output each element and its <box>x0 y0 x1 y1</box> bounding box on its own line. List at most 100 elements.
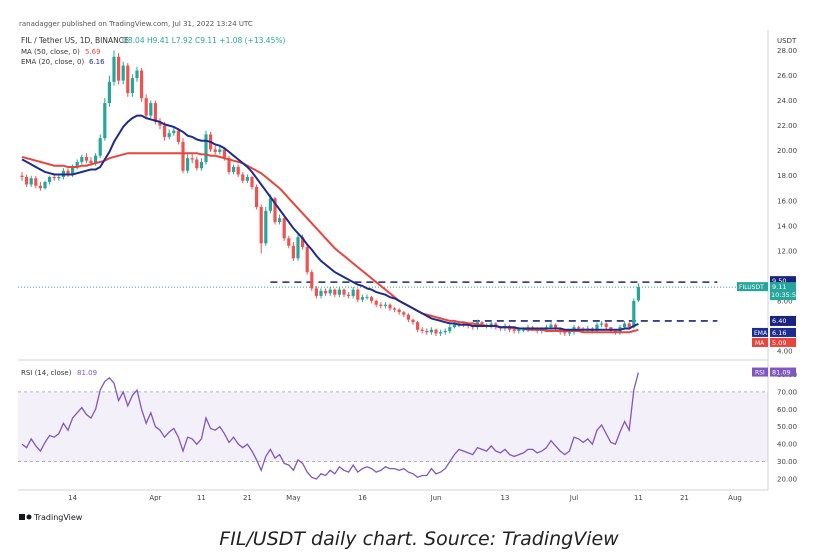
candle-body <box>425 330 429 333</box>
candle-body <box>480 322 484 325</box>
candle-body <box>117 56 121 81</box>
candle-body <box>351 289 355 296</box>
published-line: ranadagger published on TradingView.com,… <box>19 20 253 28</box>
candle-body <box>439 332 443 334</box>
price-tick-10: 4.00 <box>777 347 793 355</box>
price-tick-6: 16.00 <box>777 197 797 205</box>
currency-label: USDT <box>777 37 797 45</box>
candle-body <box>172 130 176 134</box>
candle-body <box>512 329 516 331</box>
candle-body <box>140 70 144 99</box>
candle-body <box>98 138 102 156</box>
ma50-line <box>21 152 639 334</box>
candle-body <box>84 156 88 161</box>
price-tick-5: 18.00 <box>777 172 797 180</box>
candle-body <box>66 170 70 175</box>
candle-body <box>158 121 162 126</box>
candle-body <box>324 290 328 294</box>
price-tick-4: 20.00 <box>777 147 797 155</box>
x-tick-5: 16 <box>358 494 367 502</box>
candle-body <box>388 304 392 309</box>
badge-ma-tag-box <box>752 337 768 347</box>
candle-body <box>222 149 226 159</box>
candle-body <box>296 237 300 259</box>
rsi-tick-2: 60.00 <box>777 406 797 414</box>
badge-price-text-0: 9.11 <box>772 283 786 291</box>
candle-body <box>107 81 111 104</box>
candle-body <box>273 198 277 223</box>
candle-body <box>370 297 374 301</box>
x-tick-10: 21 <box>680 494 689 502</box>
tradingview-logo-dot <box>26 514 32 520</box>
x-tick-3: 21 <box>243 494 252 502</box>
badge-price-text-1: 10:35:54 <box>771 291 800 299</box>
rsi-band <box>18 391 768 462</box>
badge-rsi-tag-box <box>752 367 768 377</box>
candle-body <box>365 297 369 299</box>
candle-body <box>57 176 61 179</box>
x-tick-2: 11 <box>197 494 206 502</box>
ma-legend-label: MA (50, close, 0) <box>21 48 80 56</box>
candle-body <box>163 125 167 137</box>
candle-body <box>204 134 208 162</box>
candle-body <box>144 98 148 116</box>
price-tick-9: 8.00 <box>777 297 793 305</box>
candle-body <box>199 161 203 169</box>
price-tick-0: 28.00 <box>777 47 797 55</box>
candle-body <box>20 175 24 177</box>
candle-body <box>595 324 599 331</box>
candle-body <box>420 329 424 331</box>
tradingview-logo-icon <box>19 514 25 520</box>
candle-body <box>264 210 268 244</box>
candle-body <box>250 176 254 187</box>
candle-body <box>181 141 185 171</box>
candle-body <box>319 290 323 296</box>
candle-body <box>282 218 286 239</box>
candle-body <box>130 78 134 94</box>
candle-body <box>255 186 259 208</box>
badge-ma-tag-text: MA <box>755 340 765 347</box>
candle-body <box>393 308 397 310</box>
candle-body <box>305 247 309 273</box>
rsi-legend-label: RSI (14, close) <box>21 369 72 377</box>
candle-body <box>121 65 125 81</box>
badge-level-high-box <box>770 276 796 287</box>
candle-body <box>402 312 406 315</box>
badge-ma-value-box <box>770 337 796 347</box>
candle-body <box>227 158 231 172</box>
price-tick-8: 12.00 <box>777 247 797 255</box>
ohlc-readout: O8.04 H9.41 L7.92 C9.11 +1.08 (+13.45%) <box>122 36 285 45</box>
rsi-tick-3: 50.00 <box>777 423 797 431</box>
candle-body <box>434 329 438 334</box>
ema-legend-label: EMA (20, close, 0) <box>21 58 84 66</box>
candle-body <box>176 130 180 142</box>
candle-body <box>337 289 341 295</box>
candle-body <box>112 56 116 82</box>
candle-body <box>153 103 157 122</box>
candle-body <box>135 70 139 79</box>
candle-body <box>52 176 56 179</box>
candle-body <box>94 155 98 164</box>
candle-body <box>190 158 194 160</box>
candle-body <box>600 323 604 325</box>
candle-body <box>71 166 75 175</box>
badge-rsi-value-box <box>770 367 796 377</box>
candle-body <box>218 149 222 152</box>
candle-body <box>232 166 236 172</box>
candle-body <box>360 297 364 300</box>
candle-body <box>75 161 79 167</box>
tradingview-logo-text: TradingView <box>33 513 83 522</box>
candle-body <box>213 149 217 152</box>
time-axis: 14 Apr 11 21 May 16 Jun 13 Jul 11 21 Aug <box>68 494 742 502</box>
rsi-line <box>21 372 640 480</box>
badge-ema-value-text-0: 6.16 <box>772 329 786 337</box>
ema-legend-value: 6.16 <box>89 58 105 66</box>
candle-body <box>328 289 332 294</box>
candle-body <box>397 309 401 313</box>
candle-body <box>167 133 171 137</box>
candle-body <box>563 332 567 334</box>
candle-body <box>291 245 295 259</box>
ema20-line <box>21 114 639 331</box>
badge-ema-value-box <box>770 327 796 337</box>
